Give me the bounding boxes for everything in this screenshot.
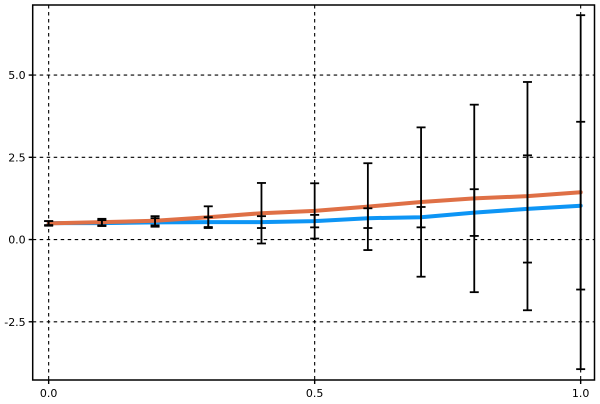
x-tick-label: 0.0 — [40, 387, 58, 400]
axes-spines — [31, 4, 596, 381]
x-tick-label: 0.5 — [306, 387, 324, 400]
y-tick-label: 0.0 — [8, 234, 26, 247]
y-tick-label: 2.5 — [8, 151, 26, 164]
y-tick-label: -2.5 — [4, 316, 25, 329]
y-tick-label: 5.0 — [8, 69, 26, 82]
x-tick-label: 1.0 — [572, 387, 590, 400]
